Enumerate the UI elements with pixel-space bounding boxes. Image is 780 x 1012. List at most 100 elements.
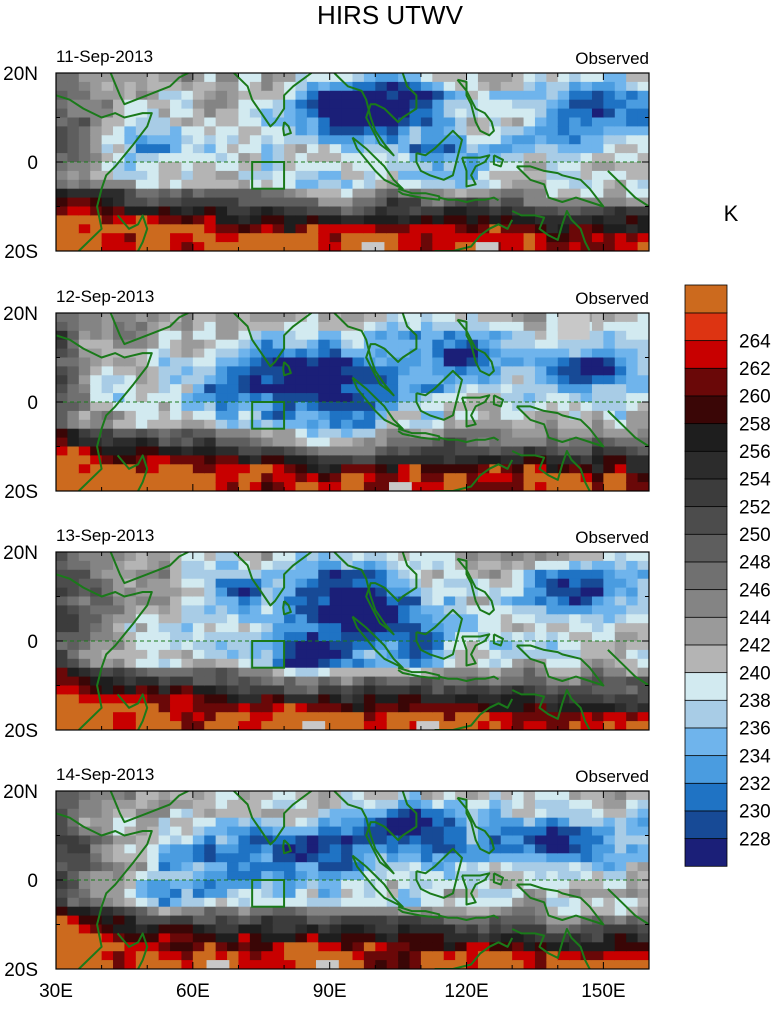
field-cell [352,117,365,128]
field-cell [398,560,411,571]
field-cell [637,144,649,154]
field-cell [341,473,354,483]
field-cell [443,605,456,615]
field-cell [569,108,582,119]
field-cell [603,942,616,952]
field-cell [466,242,479,251]
field-cell [90,446,103,457]
field-cell [192,170,205,181]
field-cell [181,437,194,448]
field-cell [78,419,91,430]
field-cell [580,826,593,837]
field-cell [341,339,354,350]
field-cell [466,410,479,421]
field-cell [181,712,194,722]
field-cell [215,933,228,943]
field-cell [318,791,331,801]
field-cell [318,464,331,474]
field-cell [56,844,69,854]
field-cell [204,330,217,341]
field-cell [158,871,171,881]
field-cell [170,126,183,136]
field-cell [306,960,319,969]
field-cell [329,942,342,952]
field-cell [238,455,251,465]
field-cell [192,560,205,571]
field-cell [272,339,285,350]
field-cell [135,313,148,323]
field-cell [329,712,342,722]
field-cell [78,473,91,483]
field-cell [135,596,148,607]
field-cell [181,162,194,172]
field-cell [329,880,342,890]
field-cell [614,951,627,961]
colorbar-tick-label: 230 [739,802,771,823]
field-cell [78,215,91,225]
field-cell [272,826,285,837]
field-cell [512,357,525,368]
field-cell [192,446,205,457]
field-cell [591,721,605,730]
field-cell [113,596,126,607]
field-cell [158,712,171,722]
field-cell [78,880,91,890]
field-cell [614,393,627,403]
field-cell [477,862,491,872]
field-cell [603,569,616,580]
field-cell [398,694,411,704]
field-cell [375,90,388,101]
field-cell [318,482,331,491]
field-cell [170,880,183,890]
field-cell [135,402,148,412]
field-cell [135,703,148,713]
field-cell [614,844,627,854]
field-cell [626,81,639,92]
field-cell [591,915,605,926]
field-cell [135,960,148,969]
field-cell [181,888,194,899]
field-cell [284,410,297,421]
field-cell [352,835,365,846]
field-cell [67,844,80,854]
field-cell [192,871,205,881]
field-cell [512,951,525,961]
field-cell [489,915,502,926]
field-cell [170,348,183,359]
field-cell [306,587,319,598]
field-cell [443,808,456,819]
field-cell [192,144,205,154]
field-cell [227,437,240,448]
field-cell [626,108,639,119]
field-cell [158,933,171,943]
field-cell [569,215,582,225]
field-cell [466,888,479,899]
field-cell [113,384,126,394]
field-cell [204,473,217,483]
field-cell [101,215,114,225]
field-cell [637,90,649,101]
field-cell [329,162,342,172]
field-cell [124,428,137,439]
field-cell [341,90,354,101]
field-cell [523,357,536,368]
field-cell [375,419,388,430]
panel-observed-label: Observed [575,528,649,547]
field-cell [341,906,354,917]
field-cell [329,81,342,92]
field-cell [603,144,616,154]
field-cell [306,428,319,439]
field-cell [398,623,411,633]
field-cell [147,587,160,598]
field-cell [90,482,103,491]
field-cell [512,90,525,101]
field-cell [386,437,399,448]
field-cell [284,384,297,394]
field-cell [272,694,285,704]
coastline [351,854,404,908]
field-cell [626,206,639,217]
field-cell [295,81,308,92]
field-cell [580,641,593,651]
field-cell [147,897,160,908]
field-cell [409,641,422,651]
